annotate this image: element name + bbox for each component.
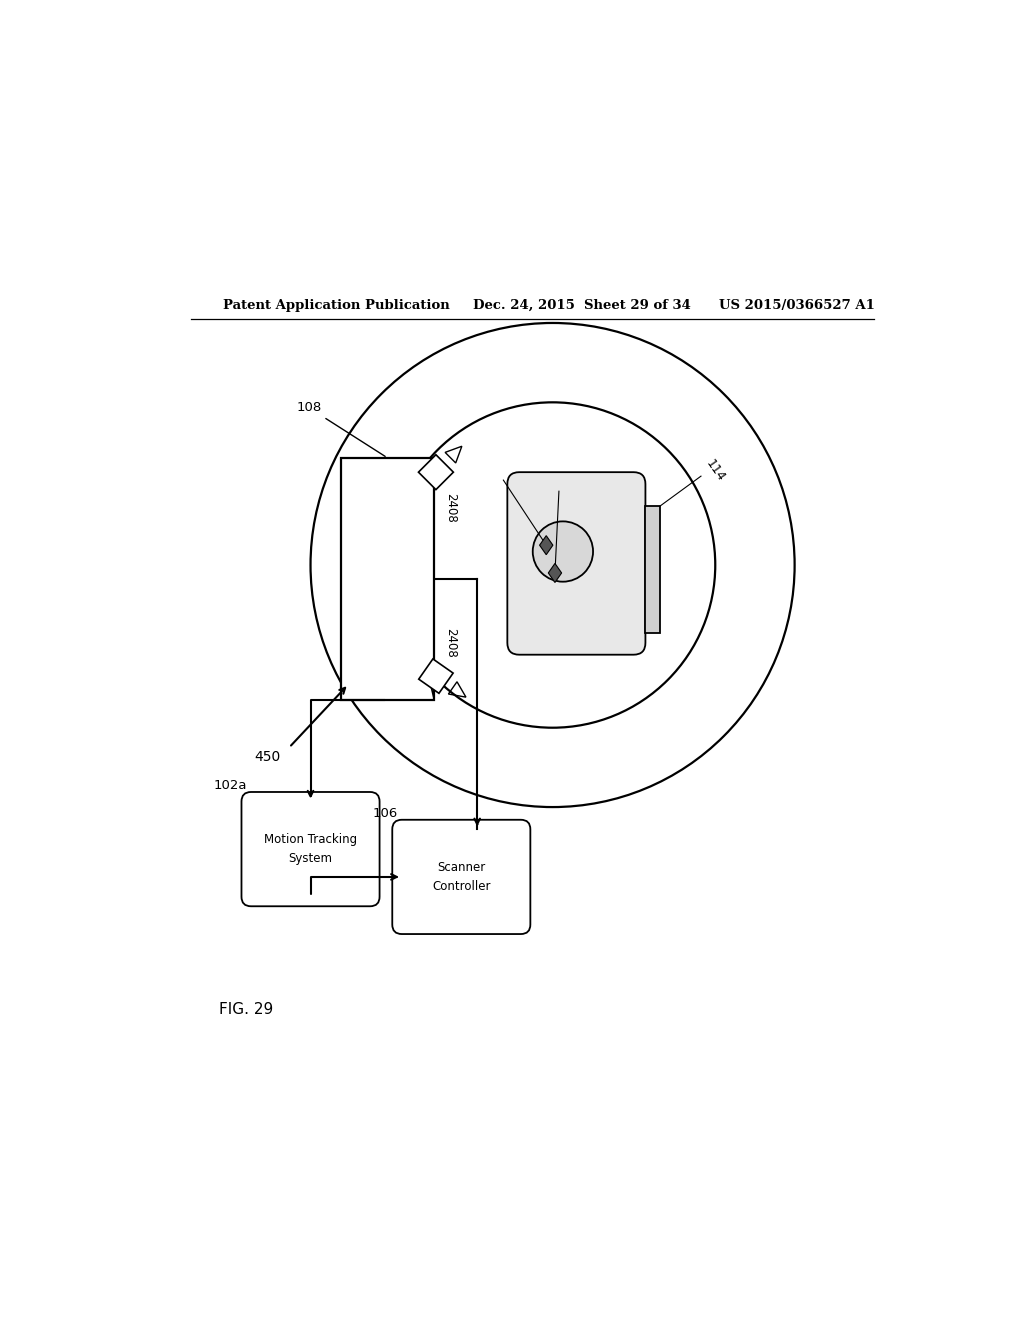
Bar [645,507,659,634]
Text: 108: 108 [296,401,385,457]
Text: 2408: 2408 [443,628,457,657]
Text: System: System [289,853,333,865]
Text: 2408: 2408 [443,492,457,523]
Text: 450: 450 [255,750,281,764]
Text: 110a: 110a [560,491,585,520]
Text: Controller: Controller [432,880,490,892]
Text: 106: 106 [373,807,397,820]
Polygon shape [419,659,453,693]
Polygon shape [540,536,553,554]
Polygon shape [419,454,454,490]
Text: US 2015/0366527 A1: US 2015/0366527 A1 [719,300,876,312]
Bar [341,458,434,700]
FancyBboxPatch shape [507,473,645,655]
Text: 112: 112 [536,486,556,510]
Text: Sheet 29 of 34: Sheet 29 of 34 [585,300,691,312]
Text: 102a: 102a [214,779,247,792]
Text: Motion Tracking: Motion Tracking [264,833,357,846]
Text: Patent Application Publication: Patent Application Publication [223,300,450,312]
Circle shape [532,521,593,582]
Polygon shape [548,564,561,582]
Text: FIG. 29: FIG. 29 [219,1002,273,1016]
Text: 110a: 110a [505,474,529,503]
Text: Scanner: Scanner [437,861,485,874]
Text: Dec. 24, 2015: Dec. 24, 2015 [473,300,575,312]
Text: 114: 114 [703,457,727,484]
